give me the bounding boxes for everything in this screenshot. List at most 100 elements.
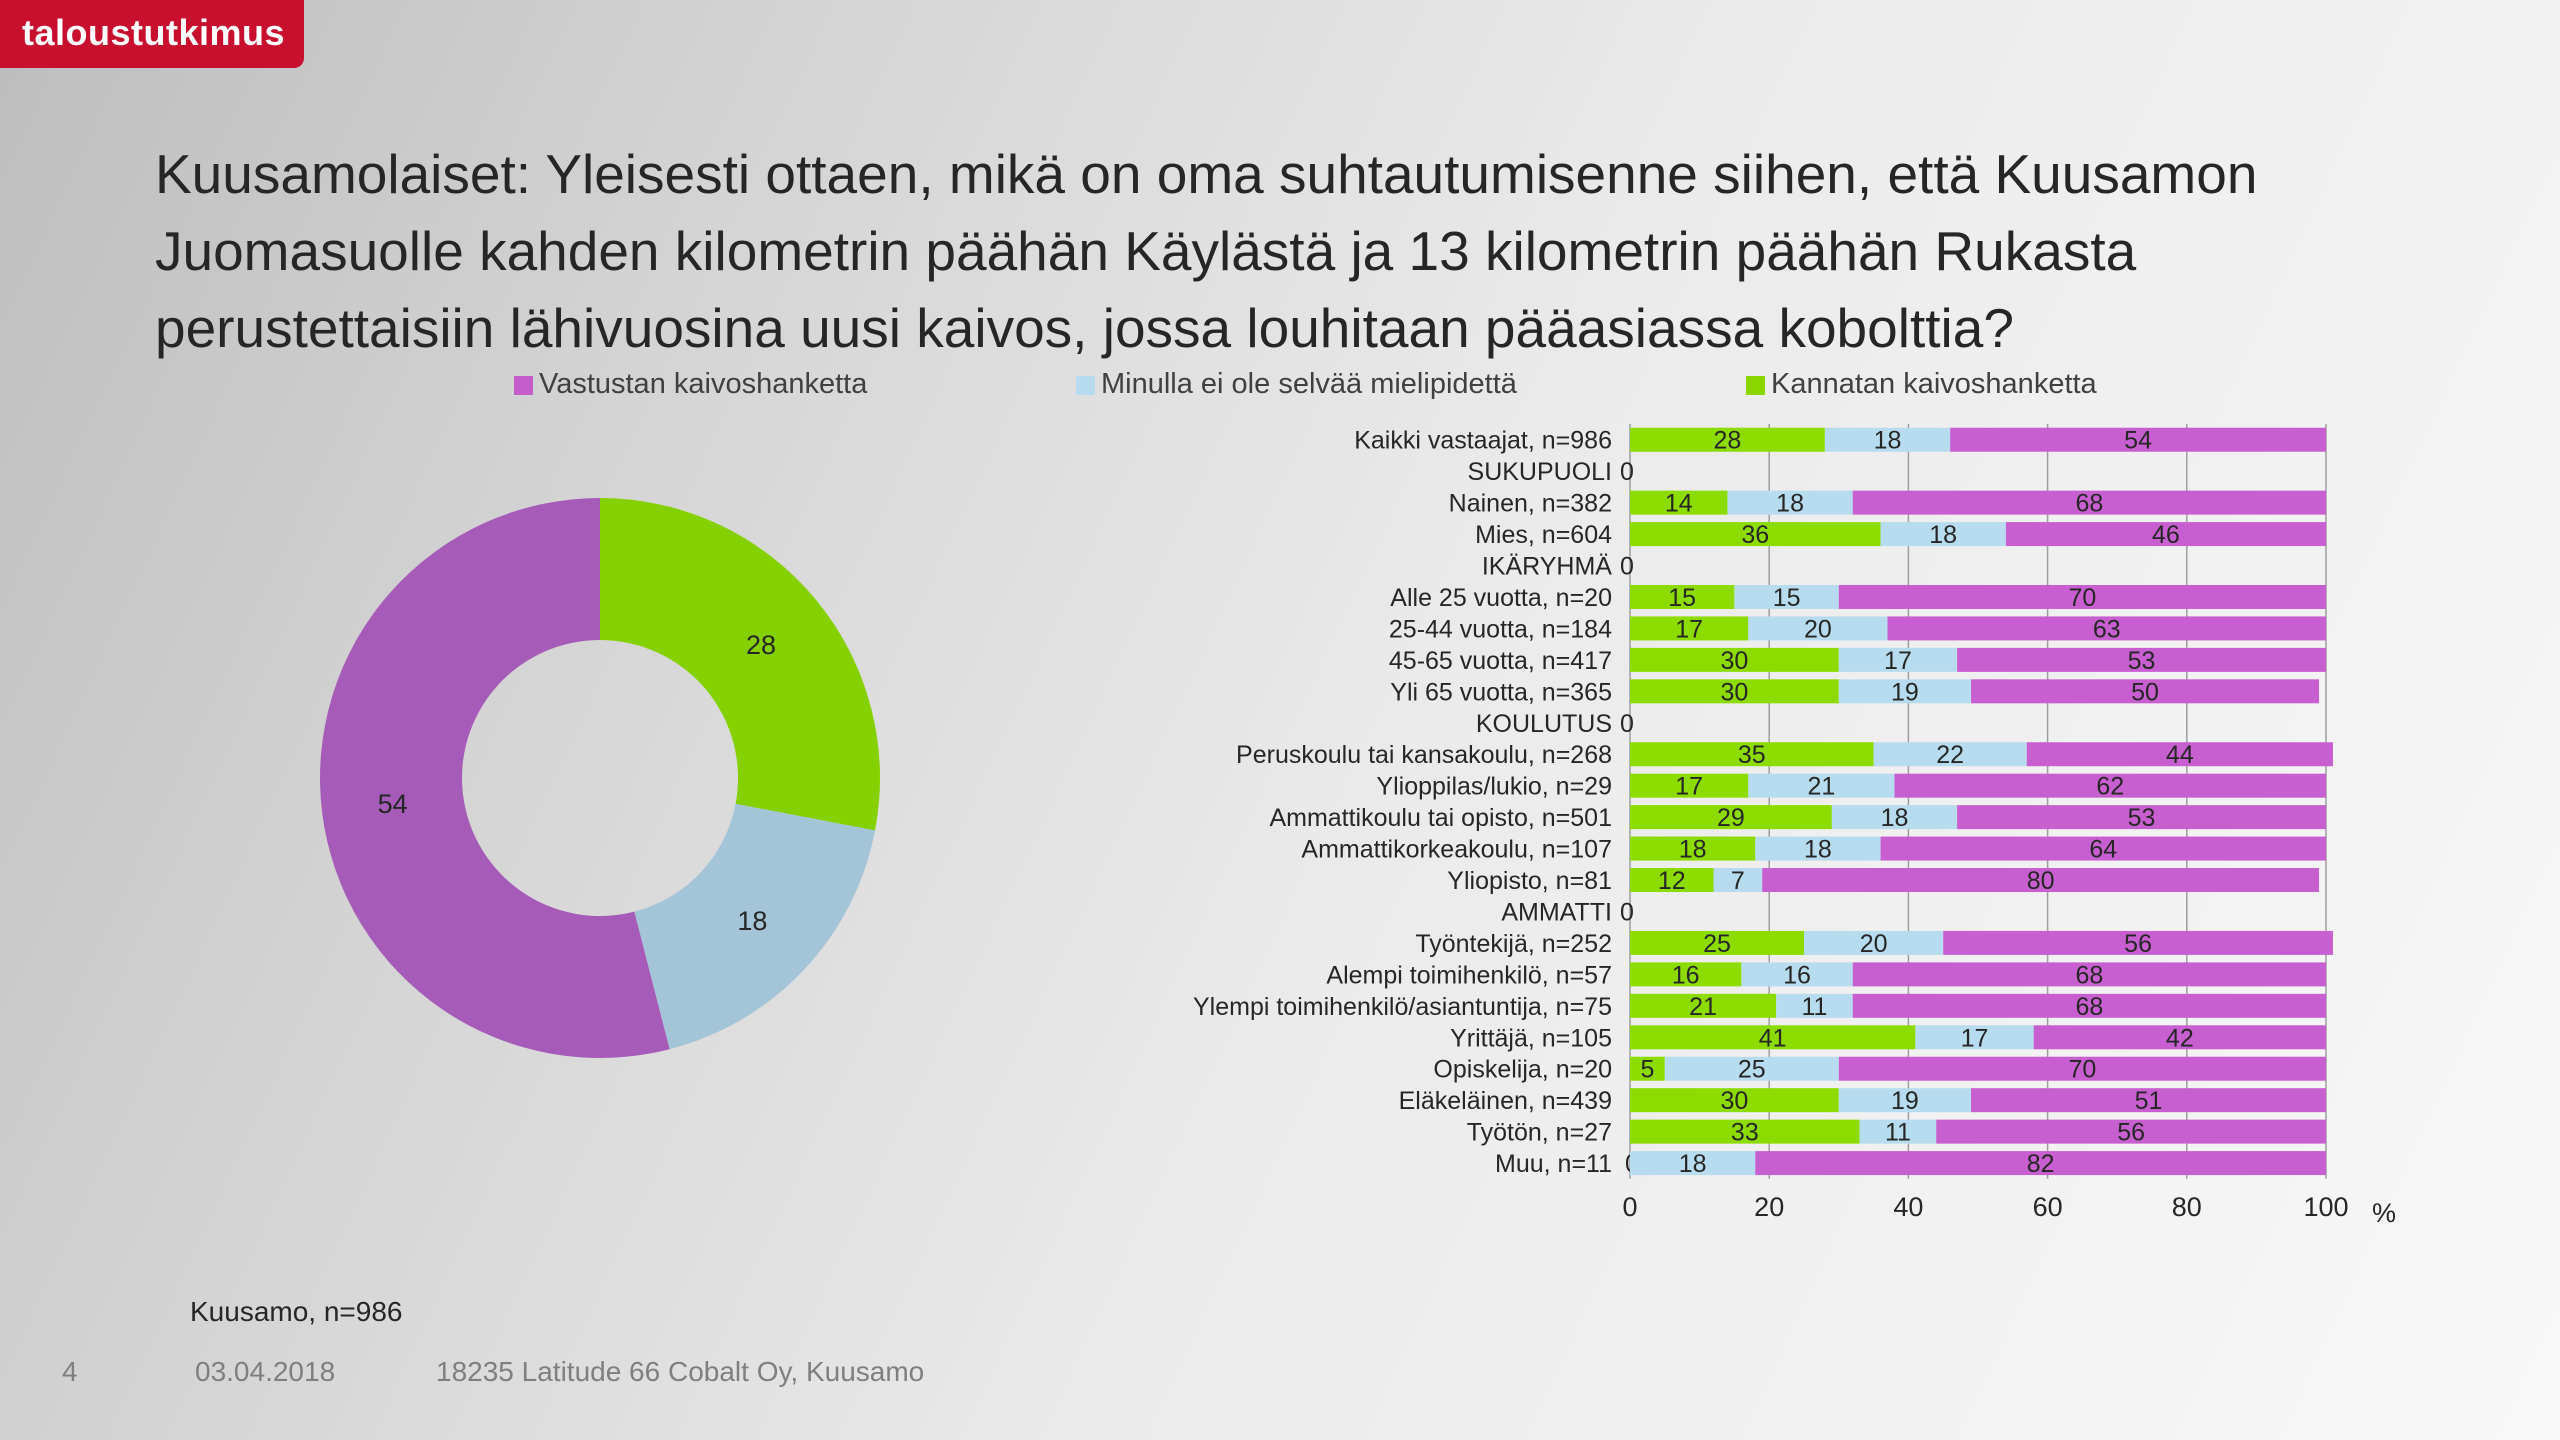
- bar-value-8-0: 30: [1720, 678, 1748, 706]
- bar-value-19-0: 41: [1759, 1024, 1787, 1052]
- bar-segment-14-2: [1762, 868, 2320, 893]
- bar-segment-21-2: [1971, 1088, 2326, 1113]
- slide-date: 03.04.2018: [195, 1356, 336, 1387]
- row-label-19: Yrittäjä, n=105: [1450, 1024, 1612, 1052]
- bar-segment-13-0: [1630, 836, 1756, 861]
- bar-value-14-0: 12: [1658, 867, 1686, 895]
- bar-value-0-1: 18: [1874, 427, 1902, 455]
- bar-segment-8-2: [1971, 679, 2320, 704]
- bar-value-20-1: 25: [1738, 1056, 1766, 1084]
- bar-value-9-0: 0: [1620, 710, 1634, 738]
- bar-value-18-0: 21: [1689, 993, 1717, 1021]
- row-label-13: Ammattikorkeakoulu, n=107: [1301, 836, 1612, 864]
- bar-value-17-2: 68: [2075, 961, 2103, 989]
- row-label-18: Ylempi toimihenkilö/asiantuntija, n=75: [1193, 993, 1612, 1021]
- bar-value-10-1: 22: [1936, 741, 1964, 769]
- x-tick-label-1: 20: [1754, 1192, 1784, 1222]
- bar-value-8-1: 19: [1891, 678, 1919, 706]
- bar-value-8-2: 50: [2131, 678, 2159, 706]
- page-number: 4: [62, 1356, 78, 1387]
- row-label-1: SUKUPUOLI: [1468, 458, 1612, 486]
- donut-slice-1: [634, 803, 876, 1050]
- bar-segment-19-1: [1915, 1025, 2034, 1050]
- row-label-20: Opiskelija, n=20: [1433, 1056, 1612, 1084]
- bar-segment-23-1: [1630, 1151, 1756, 1176]
- bar-value-21-1: 19: [1891, 1087, 1919, 1115]
- donut-label-1: 18: [737, 906, 767, 936]
- bar-segment-10-0: [1630, 742, 1874, 767]
- bar-value-11-2: 62: [2096, 773, 2124, 801]
- donut-label-2: 54: [378, 789, 408, 819]
- x-tick-label-4: 80: [2172, 1192, 2202, 1222]
- bar-segment-19-2: [2033, 1025, 2326, 1050]
- bar-segment-13-2: [1880, 836, 2326, 861]
- bar-segment-2-1: [1727, 490, 1853, 515]
- bar-value-19-2: 42: [2166, 1024, 2194, 1052]
- bar-segment-10-2: [2026, 742, 2333, 767]
- bar-segment-0-0: [1630, 427, 1825, 452]
- row-label-2: Nainen, n=382: [1449, 490, 1612, 518]
- legend-item-oppose: Vastustan kaivoshanketta: [514, 364, 867, 404]
- bar-value-18-2: 68: [2075, 993, 2103, 1021]
- bar-value-5-1: 15: [1773, 584, 1801, 612]
- x-tick-label-0: 0: [1622, 1192, 1637, 1222]
- bar-segment-12-1: [1831, 805, 1958, 830]
- bar-segment-7-2: [1957, 647, 2326, 672]
- project-name: 18235 Latitude 66 Cobalt Oy, Kuusamo: [436, 1356, 925, 1387]
- bar-value-0-0: 28: [1714, 427, 1742, 455]
- bar-segment-16-1: [1804, 930, 1944, 955]
- bar-segment-10-1: [1873, 742, 2027, 767]
- bar-value-11-0: 17: [1675, 773, 1703, 801]
- donut-slice-2: [319, 498, 670, 1058]
- bar-segment-5-0: [1630, 584, 1735, 609]
- bar-segment-5-2: [1838, 584, 2326, 609]
- bar-segment-2-0: [1630, 490, 1728, 515]
- bar-segment-18-1: [1776, 993, 1853, 1018]
- bar-value-10-0: 35: [1738, 741, 1766, 769]
- bar-value-16-2: 56: [2124, 930, 2152, 958]
- bar-value-7-0: 30: [1720, 647, 1748, 675]
- bar-value-0-2: 54: [2124, 427, 2152, 455]
- bar-value-6-2: 63: [2093, 615, 2121, 643]
- bar-segment-13-1: [1755, 836, 1881, 861]
- bar-segment-2-2: [1852, 490, 2326, 515]
- bar-value-12-0: 29: [1717, 804, 1745, 832]
- bar-segment-3-1: [1880, 522, 2006, 547]
- sample-footnote: Kuusamo, n=986: [190, 1296, 403, 1327]
- bar-value-20-0: 5: [1640, 1056, 1654, 1084]
- bar-segment-20-0: [1630, 1056, 1665, 1081]
- legend-item-neutral: Minulla ei ole selvää mielipidettä: [1076, 364, 1517, 404]
- brand-logo: taloustutkimus: [0, 0, 304, 68]
- row-label-22: Työtön, n=27: [1467, 1119, 1612, 1147]
- row-label-4: IKÄRYHMÄ: [1482, 553, 1612, 581]
- bar-segment-21-0: [1630, 1088, 1839, 1113]
- row-label-11: Ylioppilas/lukio, n=29: [1376, 773, 1612, 801]
- bar-value-17-0: 16: [1672, 961, 1700, 989]
- bar-value-3-2: 46: [2152, 521, 2180, 549]
- row-label-21: Eläkeläinen, n=439: [1399, 1087, 1612, 1115]
- legend-label-oppose: Vastustan kaivoshanketta: [539, 368, 868, 400]
- bar-value-3-1: 18: [1929, 521, 1957, 549]
- x-tick-label-3: 60: [2033, 1192, 2063, 1222]
- bar-segment-12-2: [1957, 805, 2326, 830]
- bar-value-19-1: 17: [1961, 1024, 1989, 1052]
- bar-segment-23-2: [1755, 1151, 2326, 1176]
- x-tick-label-5: 100: [2303, 1192, 2348, 1222]
- row-label-14: Yliopisto, n=81: [1447, 867, 1612, 895]
- bar-segment-8-1: [1838, 679, 1972, 704]
- bar-value-17-1: 16: [1783, 961, 1811, 989]
- row-label-5: Alle 25 vuotta, n=20: [1390, 584, 1612, 612]
- slide-title: Kuusamolaiset: Yleisesti ottaen, mikä on…: [155, 143, 2258, 359]
- bar-value-2-1: 18: [1776, 490, 1804, 518]
- bar-value-3-0: 36: [1741, 521, 1769, 549]
- bar-value-10-2: 44: [2166, 741, 2194, 769]
- bar-value-13-1: 18: [1804, 836, 1832, 864]
- row-label-10: Peruskoulu tai kansakoulu, n=268: [1236, 741, 1612, 769]
- row-label-12: Ammattikoulu tai opisto, n=501: [1269, 804, 1612, 832]
- bar-segment-7-0: [1630, 647, 1839, 672]
- bar-value-5-0: 15: [1668, 584, 1696, 612]
- bar-value-21-2: 51: [2135, 1087, 2163, 1115]
- bar-value-2-0: 14: [1665, 490, 1693, 518]
